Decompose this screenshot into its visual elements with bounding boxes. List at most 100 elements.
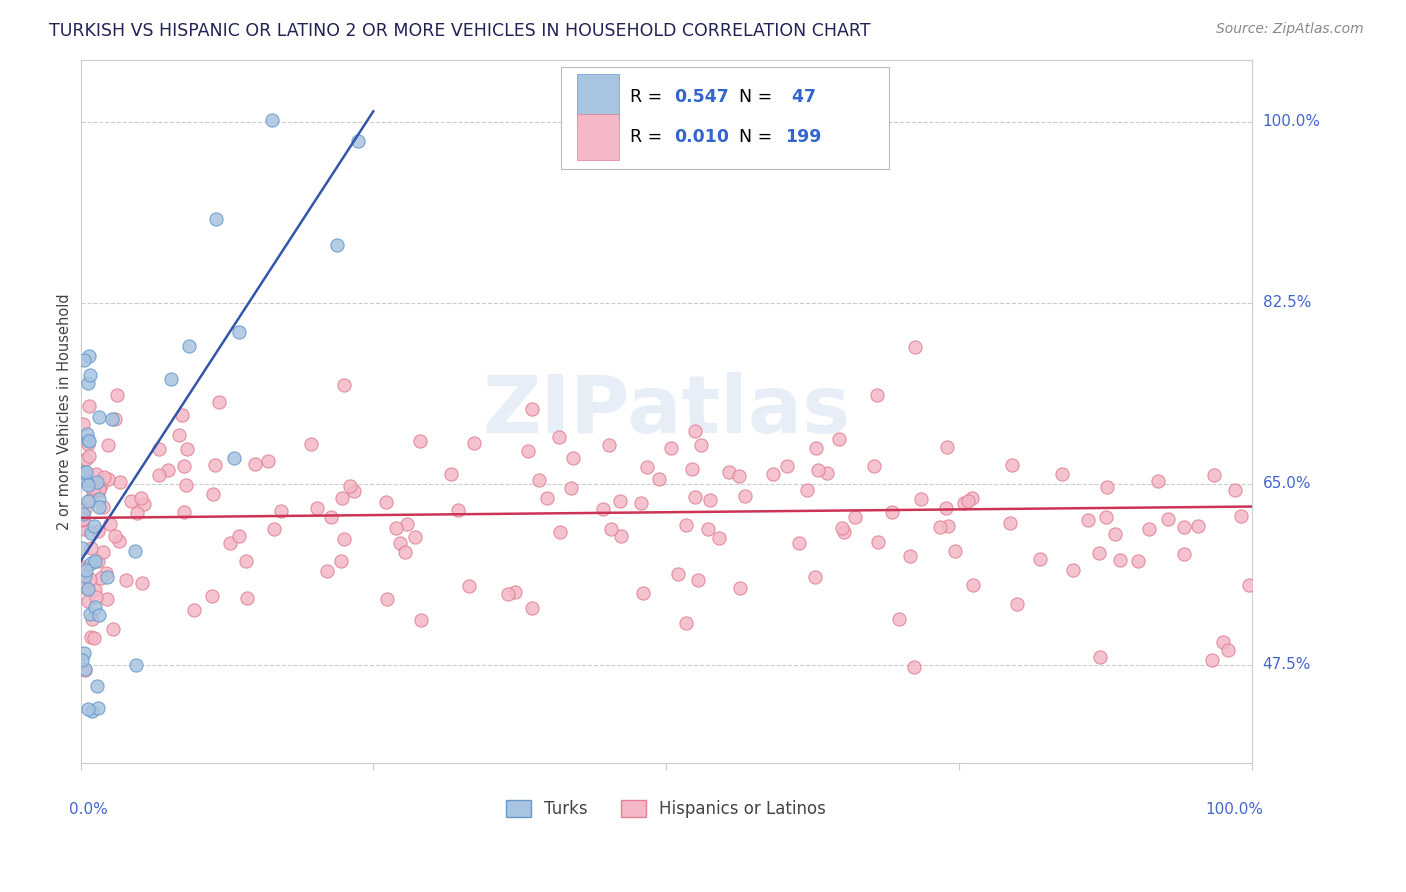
Point [90, 571, 112, 585]
Point [1094, 510, 1116, 524]
Point [1109, 552, 1132, 566]
Point [107, 533, 129, 548]
Point [675, 518, 697, 533]
Point [734, 489, 756, 503]
Point [93, 500, 115, 515]
Point [806, 442, 828, 456]
Point [201, 589, 224, 603]
Point [394, 545, 416, 559]
Point [70, 562, 93, 576]
Point [333, 532, 356, 546]
Point [243, 457, 266, 471]
Point [1062, 563, 1084, 577]
Point [828, 433, 851, 447]
Point [73, 467, 96, 482]
Point [222, 451, 245, 466]
Point [316, 564, 339, 578]
Point [125, 658, 148, 673]
Point [83, 631, 105, 645]
Point [299, 437, 322, 451]
Point [101, 622, 124, 636]
Point [80, 557, 103, 571]
Point [127, 506, 149, 520]
Point [343, 484, 366, 499]
Point [75, 563, 97, 577]
Point [70, 513, 93, 527]
Point [1218, 643, 1240, 657]
FancyBboxPatch shape [576, 74, 619, 120]
Point [548, 525, 571, 540]
Point [561, 451, 583, 466]
Point [110, 475, 132, 490]
Point [70, 541, 93, 555]
Text: 0.010: 0.010 [675, 128, 730, 146]
Point [831, 521, 853, 535]
Point [72, 560, 94, 574]
Point [728, 581, 751, 595]
Point [887, 612, 910, 626]
Legend: Turks, Hispanics or Latinos: Turks, Hispanics or Latinos [499, 794, 832, 825]
Point [204, 458, 226, 472]
FancyBboxPatch shape [576, 114, 619, 161]
Point [520, 402, 543, 417]
Point [600, 522, 623, 536]
Point [636, 460, 658, 475]
Text: 65.0%: 65.0% [1263, 476, 1312, 491]
Point [86, 475, 108, 490]
Point [1212, 634, 1234, 648]
Point [762, 467, 785, 481]
Point [257, 454, 280, 468]
Point [1230, 509, 1253, 524]
Point [87, 554, 110, 568]
Point [592, 501, 614, 516]
Point [503, 585, 526, 599]
Point [77, 349, 100, 363]
Point [305, 500, 328, 515]
Text: Source: ZipAtlas.com: Source: ZipAtlas.com [1216, 22, 1364, 37]
Point [172, 408, 194, 422]
Point [236, 591, 259, 606]
Point [699, 492, 721, 507]
Text: R =: R = [630, 128, 668, 146]
Point [598, 438, 620, 452]
Point [104, 412, 127, 426]
Point [75, 581, 97, 595]
Point [1157, 512, 1180, 526]
Point [385, 520, 408, 534]
Point [86, 679, 108, 693]
Point [72, 566, 94, 581]
Point [844, 510, 866, 524]
Point [804, 570, 827, 584]
Text: N =: N = [738, 88, 772, 106]
Point [84, 467, 107, 482]
Point [270, 504, 292, 518]
Point [330, 491, 353, 505]
Point [87, 483, 110, 498]
Point [1050, 467, 1073, 482]
Point [960, 491, 983, 506]
Point [80, 526, 103, 541]
Point [79, 541, 101, 555]
Text: 82.5%: 82.5% [1263, 295, 1310, 310]
Point [148, 467, 170, 482]
Point [956, 493, 979, 508]
Point [94, 566, 117, 581]
Point [260, 112, 283, 127]
Point [120, 494, 142, 508]
Point [73, 646, 96, 660]
Point [75, 502, 97, 516]
Point [77, 593, 100, 607]
Point [77, 437, 100, 451]
Point [1201, 653, 1223, 667]
Text: 199: 199 [786, 128, 823, 146]
Point [70, 653, 93, 667]
Point [815, 467, 838, 481]
Point [72, 512, 94, 526]
Point [76, 376, 98, 390]
Point [683, 490, 706, 504]
Point [375, 494, 398, 508]
Point [73, 473, 96, 487]
Point [686, 573, 709, 587]
Point [904, 340, 927, 354]
Point [776, 459, 799, 474]
